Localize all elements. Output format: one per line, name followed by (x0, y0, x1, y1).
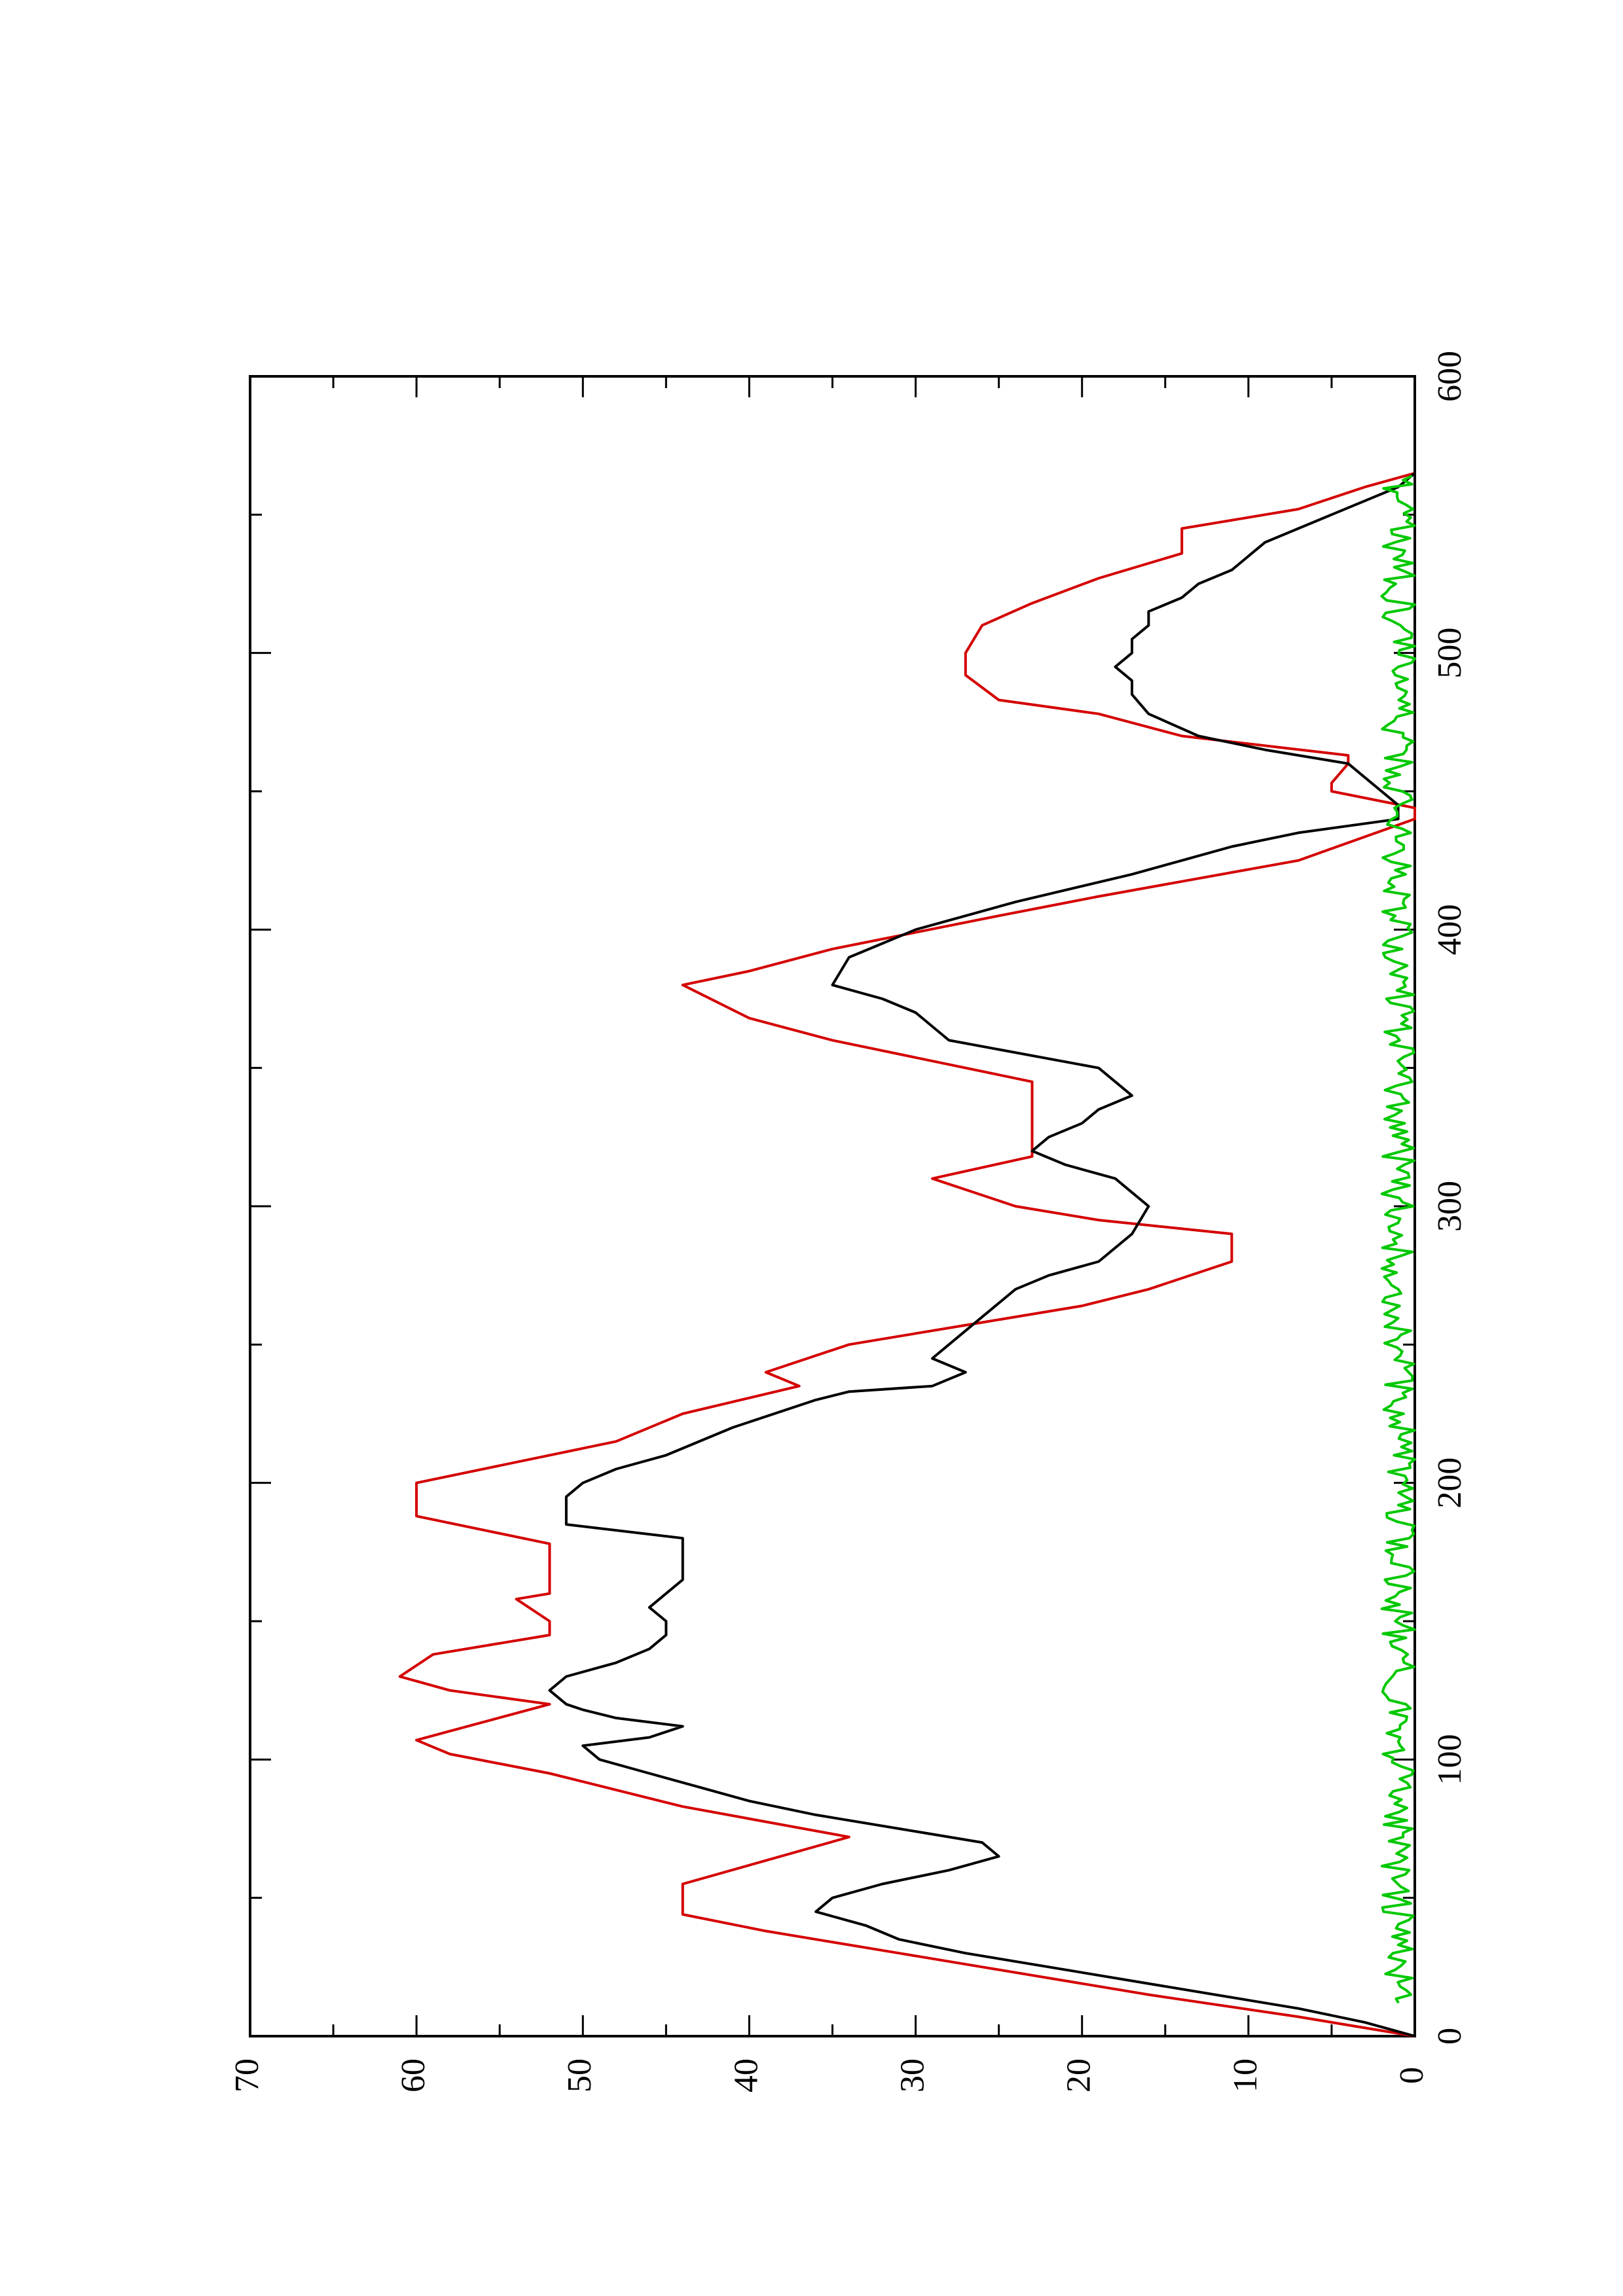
y-tick-label: 20 (1061, 2058, 1098, 2092)
y-tick-label: 40 (727, 2058, 765, 2092)
x-tick-label: 600 (1431, 351, 1468, 402)
x-tick-label: 500 (1431, 628, 1468, 679)
series-lines (398, 471, 1416, 2037)
series-line-3 (1380, 475, 1416, 2004)
x-tick-label: 400 (1431, 904, 1468, 955)
y-tick-label: 30 (894, 2058, 932, 2092)
x-tick-label: 300 (1431, 1181, 1468, 1232)
tick-labels: 0 100 200 300 400 500 600 0 10 20 30 40 50 60 70 (228, 351, 1468, 2092)
x-tick-label: 100 (1431, 1734, 1468, 1785)
y-tick-label: 70 (228, 2058, 266, 2092)
x-tick-label: 0 (1431, 2028, 1468, 2045)
series-line-1 (398, 471, 1416, 2037)
y-tick-label: 0 (1393, 2067, 1431, 2084)
x-tick-label: 200 (1431, 1458, 1468, 1509)
plot-frame (249, 375, 1416, 2037)
y-tick-label: 50 (561, 2058, 598, 2092)
y-tick-label: 60 (395, 2058, 432, 2092)
y-tick-label: 10 (1227, 2058, 1264, 2092)
axis-ticks (249, 375, 1416, 2037)
series-line-2 (548, 472, 1416, 2037)
